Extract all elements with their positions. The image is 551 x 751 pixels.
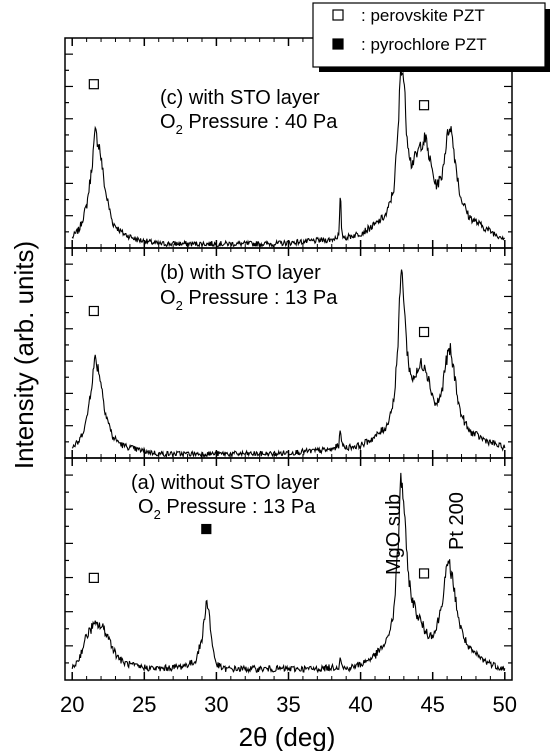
x-tick-label: 20: [60, 692, 84, 717]
panel-a-label-line1: (a) without STO layer: [131, 472, 320, 494]
annotation-markers: [88, 79, 430, 583]
perovskite-marker-panel-b: [88, 305, 99, 317]
panel-c-o2: O: [160, 111, 176, 133]
panel-b-label-line2: O2 Pressure : 13 Pa: [160, 287, 338, 313]
pyrochlore-marker-panel-a: [201, 523, 212, 535]
panel-c-label-line2: O2 Pressure : 40 Pa: [160, 111, 338, 137]
panel-b-pressure: Pressure : 13 Pa: [183, 287, 338, 309]
x-tick-labels: 20 25 30 35 40 45 50: [60, 692, 517, 717]
axis-ticks: [65, 38, 512, 680]
panel-c-o2-sub: 2: [176, 122, 183, 137]
panel-a-o2: O: [138, 496, 154, 518]
legend-pyrochlore-marker: [332, 38, 344, 50]
x-tick-label: 30: [204, 692, 228, 717]
perovskite-marker-panel-a: [88, 572, 99, 583]
perovskite-marker-panel-b: [418, 326, 430, 338]
panel-a-label-line2: O2 Pressure : 13 Pa: [138, 496, 316, 522]
perovskite-marker-panel-c: [418, 100, 430, 111]
legend-perovskite-marker: [332, 9, 344, 21]
series-line-panel-b: [71, 269, 506, 459]
perovskite-marker-panel-c: [88, 79, 99, 90]
legend-pyrochlore-label: : pyrochlore PZT: [361, 35, 487, 54]
legend-box: [312, 2, 546, 68]
x-tick-label: 25: [132, 692, 156, 717]
legend-perovskite-label: : perovskite PZT: [361, 6, 485, 25]
mgo-sub-label: MgO sub: [383, 494, 405, 575]
pt200-label: Pt 200: [446, 492, 468, 550]
perovskite-marker-panel-a: [418, 568, 430, 579]
x-axis-label: 2θ (deg): [239, 722, 336, 751]
x-tick-label: 35: [276, 692, 300, 717]
series-line-panel-c: [71, 64, 505, 249]
series-line-panel-a: [71, 472, 506, 674]
panel-b-label-line1: (b) with STO layer: [160, 262, 321, 284]
y-axis-label: Intensity (arb. units): [9, 241, 39, 469]
panel-c-pressure: Pressure : 40 Pa: [183, 111, 338, 133]
panel-b-o2: O: [160, 287, 176, 309]
x-tick-label: 50: [493, 692, 517, 717]
panel-a-pressure: Pressure : 13 Pa: [161, 496, 316, 518]
panel-b-o2-sub: 2: [176, 298, 183, 313]
x-tick-label: 45: [420, 692, 444, 717]
x-tick-label: 40: [348, 692, 372, 717]
panel-a-o2-sub: 2: [154, 507, 161, 522]
panel-c-label-line1: (c) with STO layer: [160, 87, 320, 109]
series-layer: [71, 64, 506, 674]
